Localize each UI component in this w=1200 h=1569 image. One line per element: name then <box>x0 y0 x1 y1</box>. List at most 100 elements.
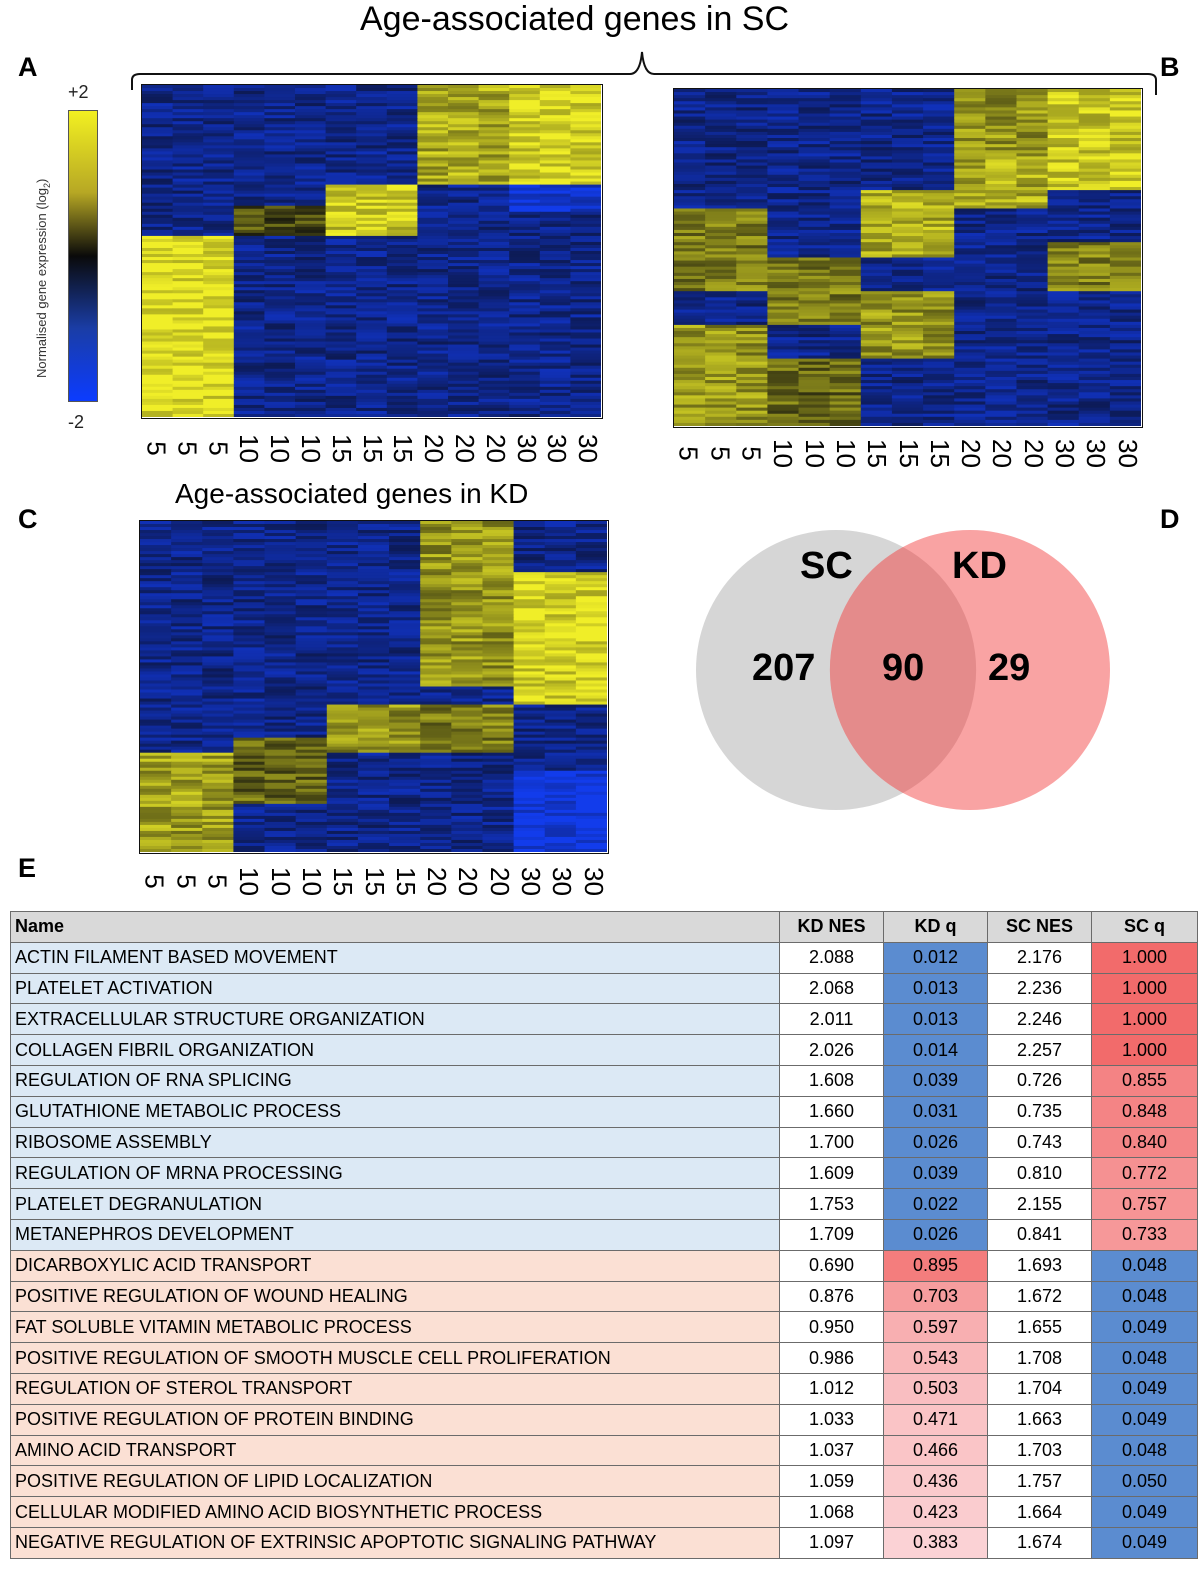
colorbar-min-label: -2 <box>68 412 85 432</box>
heatmap-cell <box>264 88 296 92</box>
heatmap-cell <box>233 668 266 673</box>
heatmap-cell <box>1109 180 1141 185</box>
heatmap-cell <box>575 587 607 591</box>
heatmap-cell <box>544 533 577 537</box>
heatmap-cell <box>172 278 204 282</box>
heatmap-cell <box>509 254 541 258</box>
heatmap-cell <box>356 151 388 156</box>
heatmap-cell <box>891 416 924 421</box>
heatmap-cell <box>326 845 359 850</box>
heatmap-cell <box>295 154 327 159</box>
heatmap-cell <box>798 416 831 421</box>
heatmap-cell <box>140 641 172 645</box>
heatmap-cell <box>1078 349 1111 354</box>
heatmap-cell <box>954 373 986 378</box>
heatmap-cell <box>539 275 571 279</box>
heatmap-cell <box>140 662 172 667</box>
heatmap-cell <box>171 776 203 781</box>
heatmap-cell <box>295 85 327 89</box>
heatmap-cell <box>1078 220 1111 225</box>
heatmap-cell <box>1047 159 1080 164</box>
heatmap-cell <box>1047 156 1080 161</box>
heatmap-cell <box>923 183 955 188</box>
heatmap-cell <box>172 326 204 331</box>
heatmap-cell <box>544 680 577 685</box>
heatmap-cell <box>203 121 235 125</box>
heatmap-cell <box>1078 413 1111 418</box>
heatmap-cell <box>140 626 172 630</box>
heatmap-cell <box>142 395 174 400</box>
heatmap-cell <box>954 340 986 344</box>
heatmap-cell <box>478 151 510 156</box>
heatmap-cell <box>171 608 203 612</box>
heatmap-cell <box>674 398 706 403</box>
heatmap-cell <box>954 389 986 393</box>
heatmap-cell <box>142 163 174 168</box>
heatmap-cell <box>202 530 234 534</box>
heatmap-cell <box>357 815 390 820</box>
heatmap-cell <box>509 184 541 189</box>
heatmap-cell <box>448 263 480 267</box>
heatmap-cell <box>570 317 601 322</box>
heatmap-cell <box>860 162 893 167</box>
heatmap-cell <box>544 683 577 688</box>
heatmap-cell <box>295 836 328 841</box>
heatmap-cell <box>389 572 421 576</box>
heatmap-cell <box>264 635 297 639</box>
heatmap-cell <box>203 311 235 315</box>
heatmap-cell <box>295 124 327 128</box>
heatmap-cell <box>389 812 421 817</box>
heatmap-cell <box>171 728 203 733</box>
heatmap-cell <box>1109 413 1141 418</box>
heatmap-cell <box>736 174 768 179</box>
heatmap-cell <box>140 719 172 724</box>
heatmap-cell <box>1047 205 1080 210</box>
heatmap-cell <box>1016 389 1049 393</box>
heatmap-cell <box>860 202 893 207</box>
heatmap-cell <box>451 698 484 703</box>
heatmap-cell <box>451 731 484 736</box>
heatmap-cell <box>357 566 390 570</box>
heatmap-cell <box>140 713 172 718</box>
heatmap-cell <box>513 581 546 585</box>
heatmap-cell <box>142 284 174 288</box>
heatmap-cell <box>798 162 831 167</box>
heatmap-cell <box>295 842 328 847</box>
heatmap-cell <box>985 275 1018 280</box>
heatmap-cell <box>539 398 571 403</box>
heatmap-cell <box>420 665 452 670</box>
heatmap-cell <box>171 554 203 558</box>
heatmap-cell <box>891 392 924 396</box>
heatmap-cell <box>705 416 737 421</box>
heatmap-cell <box>420 644 452 648</box>
heatmap-cell <box>417 332 449 337</box>
heatmap-cell <box>705 217 737 222</box>
heatmap-cell <box>448 166 480 171</box>
heatmap-cell <box>142 172 174 177</box>
heatmap-cell <box>705 386 737 390</box>
heatmap-cell <box>482 608 515 612</box>
heatmap-cell <box>544 827 577 832</box>
heatmap-cell <box>420 752 452 757</box>
heatmap-cell <box>142 380 174 385</box>
heatmap-cell <box>705 147 737 151</box>
heatmap-cell <box>233 734 266 739</box>
heatmap-cell <box>357 698 390 703</box>
heatmap-cell <box>829 364 862 369</box>
heatmap-cell <box>233 695 266 700</box>
heatmap-cell <box>829 239 862 243</box>
heatmap-cell <box>356 127 388 131</box>
heatmap-cell <box>985 232 1018 237</box>
heatmap-cell <box>985 141 1018 145</box>
heatmap-cell <box>570 380 601 385</box>
heatmap-cell <box>954 125 986 130</box>
heatmap-cell <box>860 193 893 197</box>
heatmap-cell <box>420 740 452 745</box>
heatmap-cell <box>1047 331 1080 335</box>
heatmap-cell <box>736 419 768 424</box>
heatmap-cell <box>575 740 607 745</box>
heatmap-cell <box>891 395 924 400</box>
heatmap-cell <box>891 202 924 207</box>
heatmap-cell <box>513 659 546 664</box>
heatmap-cell <box>1047 266 1080 271</box>
